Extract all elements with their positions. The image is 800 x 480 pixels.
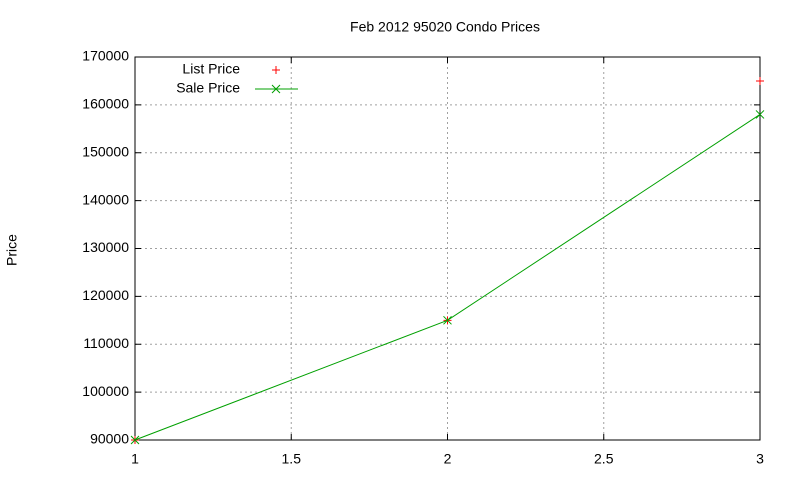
point: [272, 66, 280, 74]
point: [130, 435, 140, 445]
point: [271, 84, 281, 94]
y-tick-label: 160000: [82, 96, 129, 112]
y-tick-label: 140000: [82, 191, 129, 207]
y-tick-label: 110000: [83, 335, 129, 351]
legend-label: Sale Price: [176, 80, 240, 96]
x-tick-label: 2.5: [594, 451, 614, 467]
point: [443, 315, 452, 325]
y-tick-label: 170000: [82, 48, 129, 64]
y-tick-label: 130000: [82, 239, 129, 255]
chart-title: Feb 2012 95020 Condo Prices: [350, 19, 540, 35]
point: [756, 76, 764, 85]
x-tick-label: 1: [131, 451, 139, 467]
y-tick-label: 150000: [82, 143, 129, 159]
legend-label: List Price: [182, 61, 240, 77]
y-tick-label: 90000: [90, 431, 129, 447]
plot-border: [134, 56, 761, 441]
y-tick-label: 100000: [82, 383, 129, 399]
x-tick-label: 1.5: [282, 451, 302, 467]
x-tick-label: 3: [756, 451, 764, 467]
y-axis-label: Price: [4, 234, 20, 266]
point: [755, 110, 765, 119]
x-tick-label: 2: [444, 451, 452, 467]
y-tick-label: 120000: [82, 287, 129, 303]
